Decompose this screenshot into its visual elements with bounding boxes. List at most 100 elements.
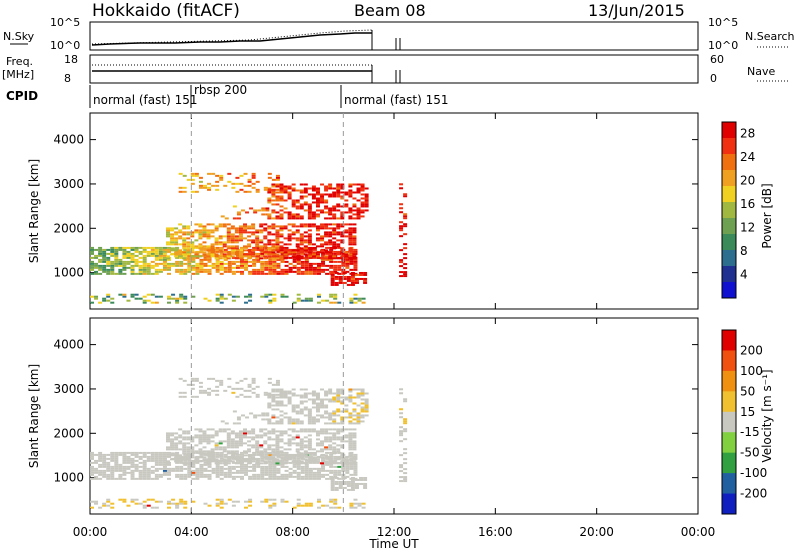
power-cell [178, 223, 183, 226]
power-cell [98, 246, 103, 249]
velocity-cell [338, 486, 343, 489]
velocity-cell [328, 458, 333, 461]
velocity-cell [340, 420, 345, 423]
power-cell [210, 223, 215, 226]
velocity-cell [320, 456, 325, 459]
velocity-cell [303, 440, 308, 443]
velocity-cell [364, 400, 369, 403]
power-cell [279, 227, 284, 230]
power-cell [328, 195, 333, 198]
power-cell [154, 248, 159, 251]
velocity-cell [279, 460, 284, 463]
velocity-cell [330, 478, 335, 481]
power-cell [288, 266, 293, 269]
power-cell [251, 174, 256, 177]
power-cell [399, 225, 404, 228]
velocity-cell [352, 432, 357, 435]
power-cell [324, 205, 329, 208]
power-cell [187, 268, 192, 271]
power-cell [178, 190, 183, 193]
velocity-cell [207, 469, 212, 472]
power-cell [349, 250, 354, 253]
velocity-cell [307, 434, 312, 437]
power-cell [296, 270, 301, 273]
power-cell [399, 221, 404, 224]
velocity-cell [307, 398, 312, 401]
velocity-cell [227, 471, 232, 474]
velocity-cell [284, 500, 289, 503]
velocity-cell [183, 459, 188, 462]
power-cell [352, 235, 357, 238]
velocity-cell [251, 446, 256, 449]
time-tick-label: 12:00 [377, 525, 412, 539]
power-cell [287, 253, 292, 256]
velocity-cell [352, 434, 357, 437]
power-cell [315, 245, 320, 248]
velocity-cell [195, 473, 200, 476]
power-cell [146, 272, 151, 275]
velocity-cell [259, 430, 264, 433]
power-cell [307, 213, 312, 216]
velocity-cell [194, 379, 199, 382]
velocity-cell [304, 459, 309, 462]
velocity-cell [328, 416, 333, 419]
power-cell [206, 253, 211, 256]
power-cell [98, 248, 103, 251]
velocity-cell [287, 420, 292, 423]
velocity-cell [226, 458, 231, 461]
velocity-cell [325, 463, 330, 466]
power-cell [126, 254, 131, 257]
power-cell [255, 237, 260, 240]
power-cell [198, 237, 203, 240]
power-cell [122, 266, 127, 269]
power-cell [295, 231, 300, 234]
velocity-cell [130, 461, 135, 464]
velocity-cell [328, 398, 333, 401]
power-cell [142, 301, 147, 304]
velocity-cell [187, 471, 192, 474]
power-cell [363, 279, 368, 282]
power-cell [348, 223, 353, 226]
velocity-cell [174, 448, 179, 451]
power-cell [349, 301, 354, 304]
noise-left-label: N.Sky [3, 30, 35, 43]
power-cell [267, 227, 272, 230]
velocity-cell [182, 430, 187, 433]
velocity-cell [186, 436, 191, 439]
power-cell [178, 235, 183, 238]
power-cell [203, 262, 208, 265]
power-cell [325, 299, 330, 302]
power-cell [207, 188, 212, 191]
velocity-cell [179, 467, 184, 470]
velocity-cell [304, 475, 309, 478]
power-cell [275, 178, 280, 181]
velocity-cell [253, 416, 258, 419]
velocity-cell [399, 392, 404, 395]
power-cell [264, 293, 269, 296]
power-cell [110, 270, 115, 273]
power-cell [98, 250, 103, 253]
velocity-cell [227, 385, 232, 388]
power-cell [178, 237, 183, 240]
power-cell [346, 277, 351, 280]
velocity-cell [174, 436, 179, 439]
velocity-cell [118, 498, 123, 501]
velocity-cell [356, 394, 361, 397]
power-cell [259, 245, 264, 248]
power-cell [198, 243, 203, 246]
power-cell [279, 185, 284, 188]
power-cell [238, 227, 243, 230]
velocity-cell [353, 453, 358, 456]
velocity-cell [146, 477, 151, 480]
power-cell [287, 229, 292, 232]
power-cell [134, 297, 139, 300]
power-cell [324, 211, 329, 214]
velocity-cell [364, 410, 369, 413]
power-cell [287, 249, 292, 252]
velocity-cell [304, 473, 309, 476]
power-cell [118, 246, 123, 249]
velocity-cell [222, 458, 227, 461]
power-cell [399, 275, 404, 278]
power-cell [94, 248, 99, 251]
power-cell [268, 258, 273, 261]
